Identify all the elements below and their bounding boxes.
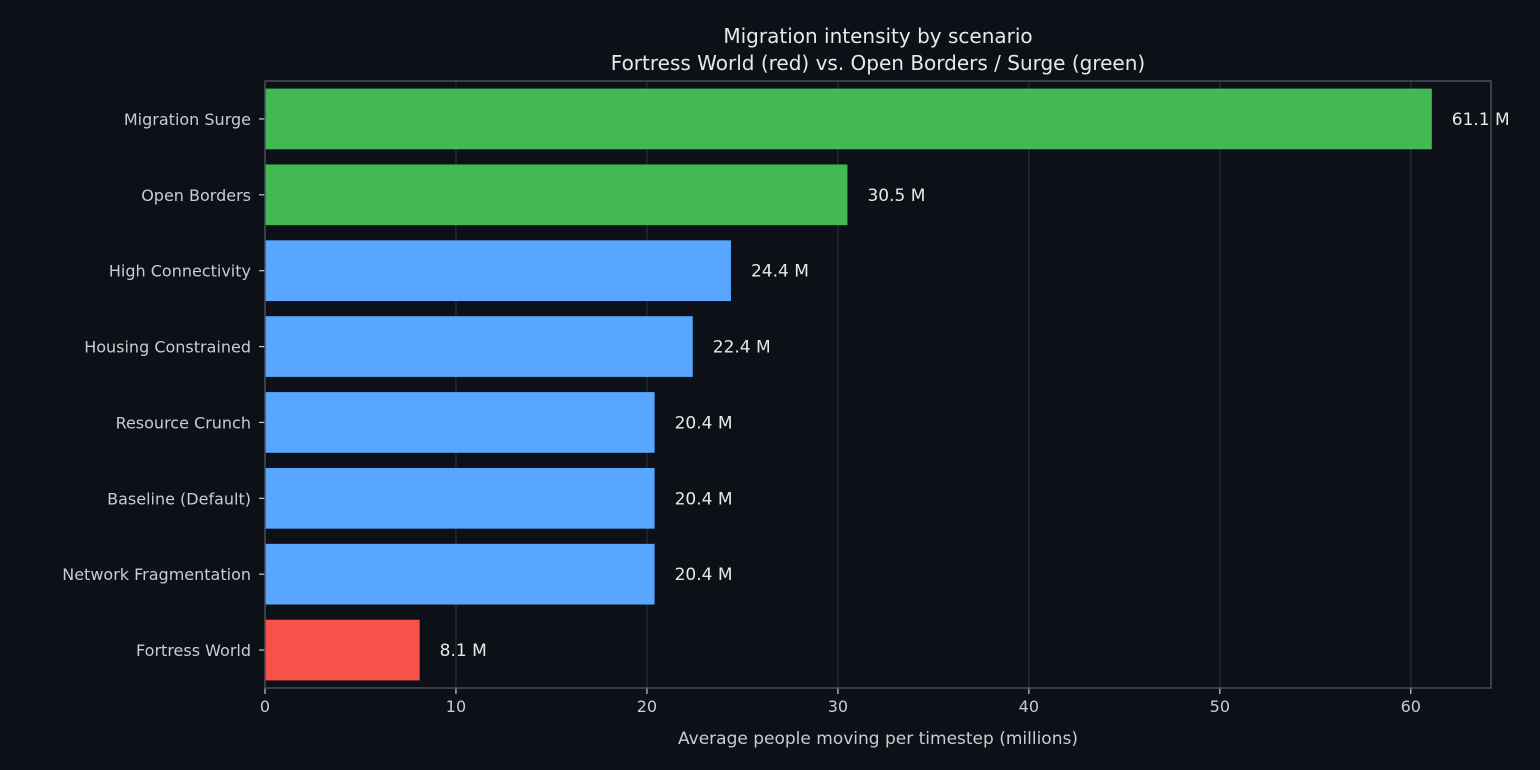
y-tick-label: Resource Crunch (116, 413, 251, 432)
x-tick-label: 10 (446, 697, 466, 716)
x-axis-ticks: 0 10 20 30 40 50 60 (260, 688, 1421, 716)
x-tick-label: 0 (260, 697, 270, 716)
bar-value-label: 20.4 M (675, 565, 733, 585)
plot-frame (264, 80, 1492, 689)
y-tick-label: Migration Surge (124, 110, 251, 129)
y-tick-label: Baseline (Default) (107, 489, 251, 508)
bar-value-label: 20.4 M (675, 413, 733, 433)
bar-value-label: 20.4 M (675, 489, 733, 509)
data-labels: 61.1 M 30.5 M 24.4 M 22.4 M 20.4 M 20.4 M 20.4… (440, 110, 1510, 661)
bar-value-label: 24.4 M (751, 262, 809, 282)
bars (265, 88, 1432, 681)
y-tick-label: High Connectivity (109, 262, 251, 281)
chart-subtitle: Fortress World (red) vs. Open Borders / … (611, 51, 1145, 75)
y-tick-label: Network Fragmentation (62, 565, 251, 584)
y-tick-label: Housing Constrained (84, 338, 251, 357)
x-tick-label: 50 (1210, 697, 1230, 716)
chart-title: Migration intensity by scenario (723, 24, 1032, 48)
x-axis-label: Average people moving per timestep (mill… (678, 729, 1078, 749)
bar-value-label: 30.5 M (867, 186, 925, 206)
x-tick-label: 60 (1401, 697, 1421, 716)
x-tick-label: 20 (637, 697, 657, 716)
bar (265, 240, 731, 302)
bar (265, 316, 693, 377)
x-tick-label: 40 (1019, 697, 1039, 716)
y-tick-label: Open Borders (141, 186, 251, 205)
x-tick-label: 30 (828, 697, 848, 716)
bar-value-label: 22.4 M (713, 338, 771, 358)
bar (265, 164, 848, 226)
y-tick-label: Fortress World (136, 641, 251, 660)
bar (265, 619, 420, 681)
bar (265, 467, 655, 529)
bar (265, 543, 655, 605)
bar (265, 392, 655, 453)
bar-value-label: 61.1 M (1452, 110, 1510, 130)
bar (265, 88, 1432, 150)
y-axis-ticks: Migration Surge Open Borders High Connecti… (62, 110, 265, 660)
bar-value-label: 8.1 M (440, 641, 487, 661)
